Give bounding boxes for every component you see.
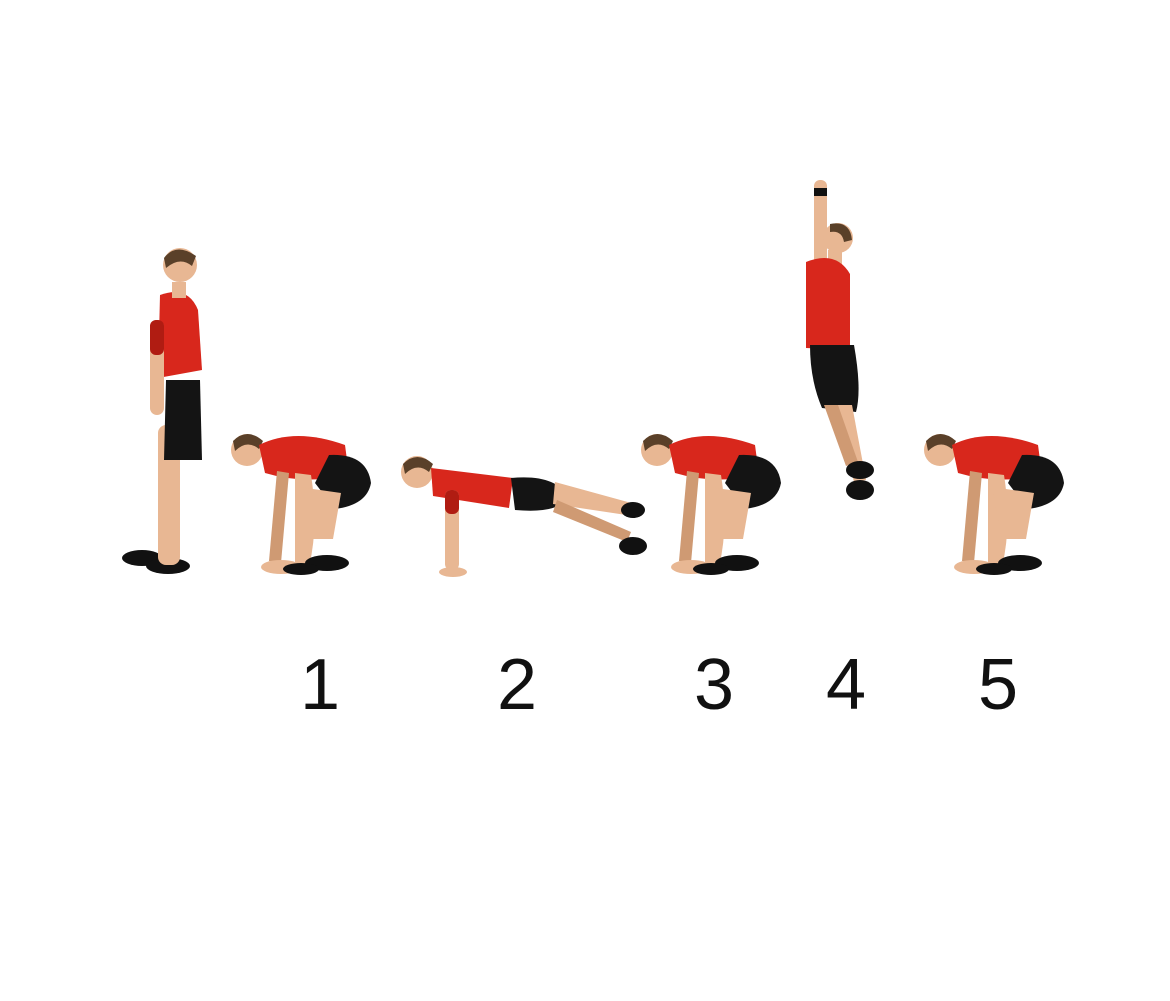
person-plank-icon: [401, 456, 647, 577]
person-standing-icon: [122, 248, 202, 574]
figures-layer: [122, 180, 1064, 577]
step-number-4: 4: [825, 645, 867, 725]
person-squat-icon: [641, 434, 781, 575]
step-number-1: 1: [299, 645, 341, 725]
person-jump-icon: [806, 180, 874, 500]
person-squat-icon: [231, 434, 371, 575]
step-number-3: 3: [693, 645, 735, 725]
step-number-5: 5: [977, 645, 1019, 725]
person-squat-icon: [924, 434, 1064, 575]
step-number-2: 2: [496, 645, 538, 725]
